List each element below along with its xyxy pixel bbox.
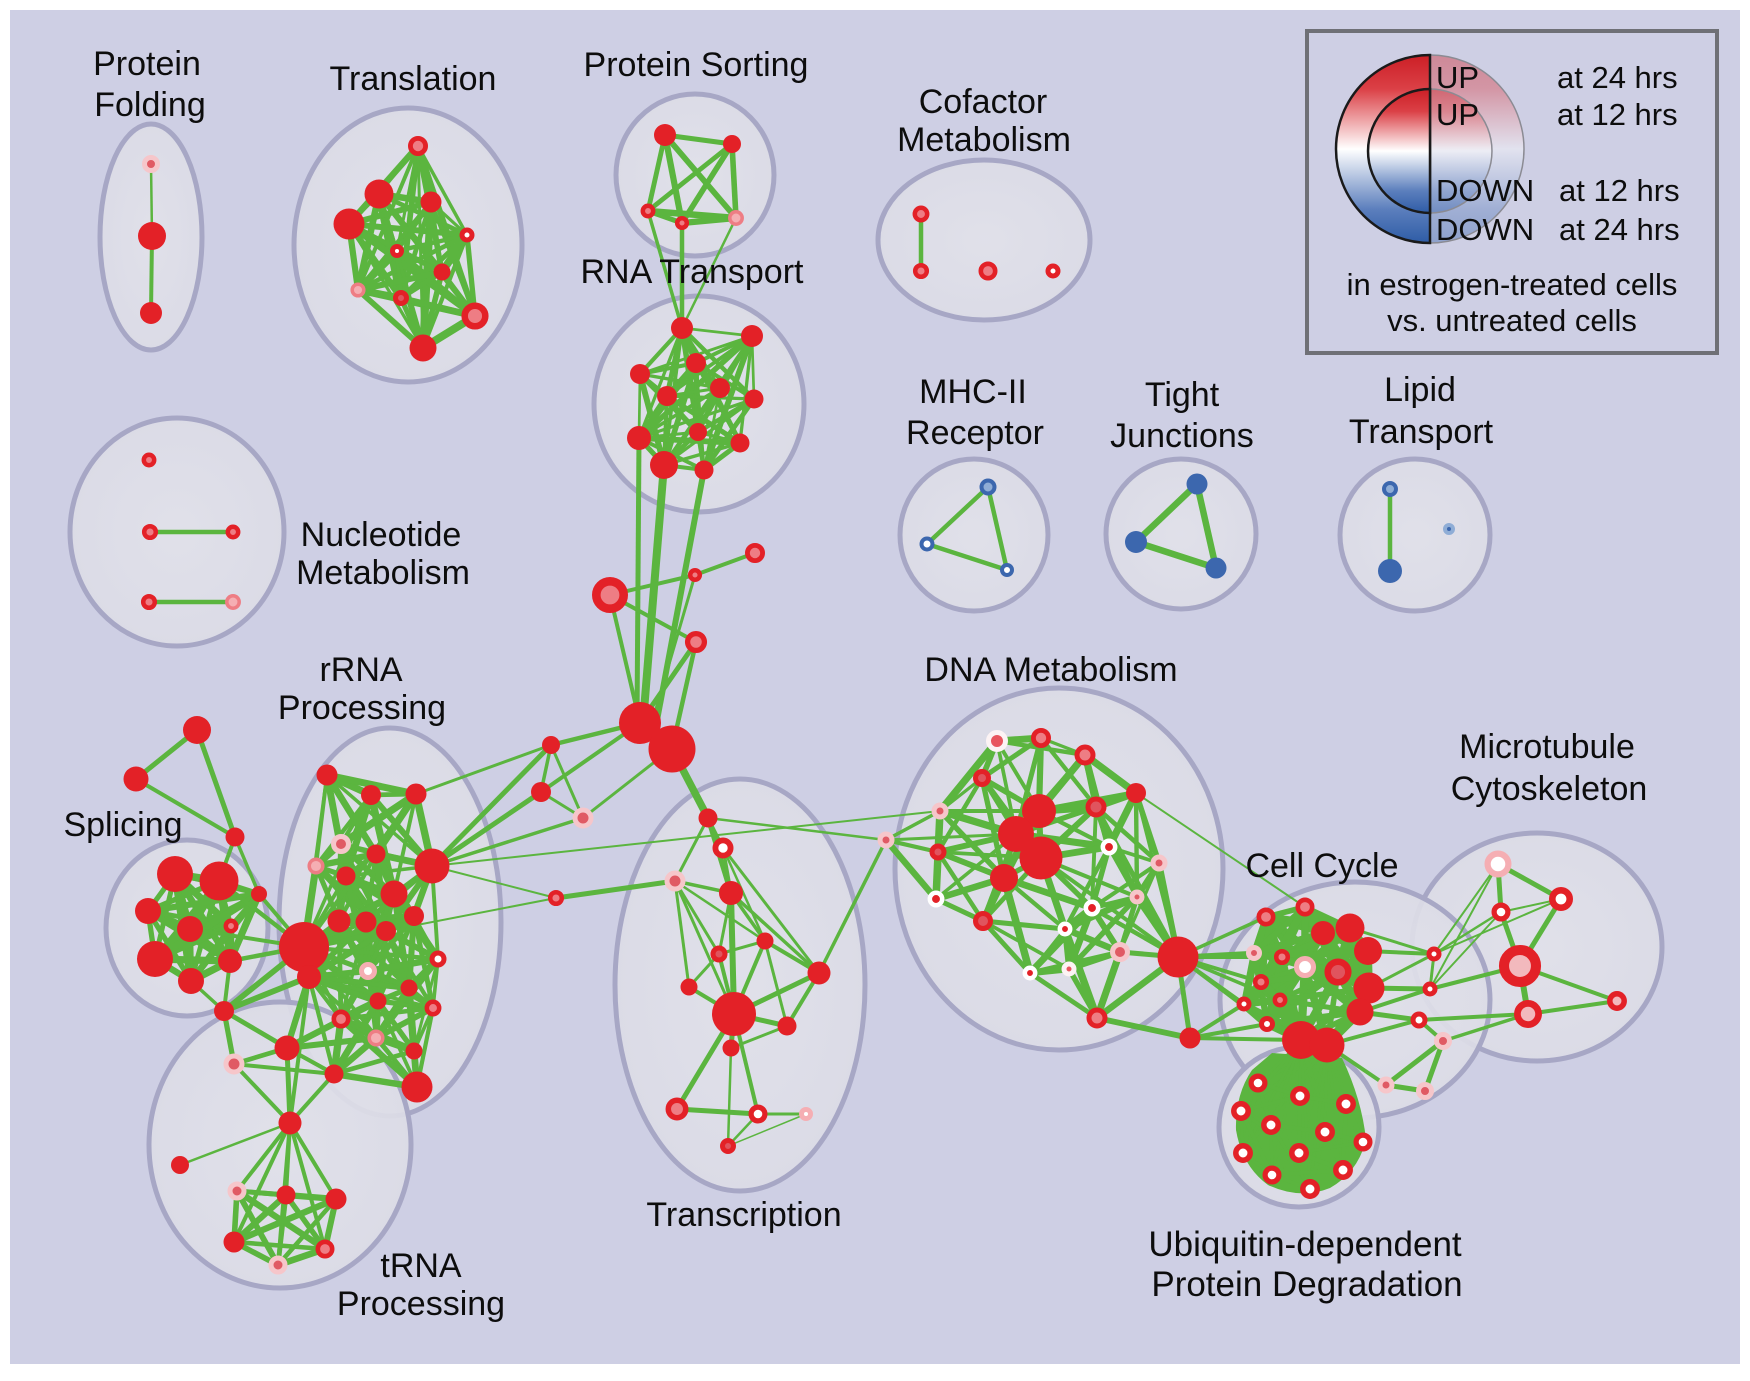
svg-text:vs. untreated cells: vs. untreated cells bbox=[1387, 303, 1637, 338]
svg-text:rRNA: rRNA bbox=[319, 651, 402, 689]
svg-text:Transport: Transport bbox=[1349, 413, 1494, 451]
svg-text:Tight: Tight bbox=[1145, 376, 1220, 414]
svg-text:Metabolism: Metabolism bbox=[296, 554, 470, 592]
svg-text:Metabolism: Metabolism bbox=[897, 121, 1071, 159]
svg-text:Folding: Folding bbox=[94, 86, 206, 124]
svg-text:Processing: Processing bbox=[337, 1285, 505, 1323]
svg-text:Lipid: Lipid bbox=[1384, 371, 1456, 409]
svg-text:Protein Degradation: Protein Degradation bbox=[1151, 1265, 1462, 1304]
svg-text:Cytoskeleton: Cytoskeleton bbox=[1451, 770, 1648, 808]
svg-text:Protein: Protein bbox=[93, 45, 201, 83]
svg-text:Microtubule: Microtubule bbox=[1459, 728, 1635, 766]
svg-text:Nucleotide: Nucleotide bbox=[301, 516, 462, 554]
svg-text:at 12 hrs: at 12 hrs bbox=[1557, 97, 1678, 132]
svg-text:Processing: Processing bbox=[278, 689, 446, 727]
svg-text:at 24 hrs: at 24 hrs bbox=[1559, 212, 1680, 247]
svg-text:DOWN: DOWN bbox=[1436, 212, 1534, 247]
svg-text:DOWN: DOWN bbox=[1436, 173, 1534, 208]
svg-text:Transcription: Transcription bbox=[646, 1196, 841, 1234]
svg-text:in estrogen-treated cells: in estrogen-treated cells bbox=[1347, 267, 1678, 302]
svg-text:Splicing: Splicing bbox=[63, 806, 182, 844]
svg-text:Translation: Translation bbox=[330, 60, 497, 98]
svg-text:Receptor: Receptor bbox=[906, 414, 1044, 452]
svg-text:at 12 hrs: at 12 hrs bbox=[1559, 173, 1680, 208]
svg-text:Ubiquitin-dependent: Ubiquitin-dependent bbox=[1148, 1225, 1462, 1264]
svg-text:Junctions: Junctions bbox=[1110, 417, 1254, 455]
svg-text:Cell Cycle: Cell Cycle bbox=[1245, 847, 1398, 885]
svg-text:UP: UP bbox=[1436, 97, 1479, 132]
svg-text:Protein Sorting: Protein Sorting bbox=[584, 46, 809, 84]
svg-text:MHC-II: MHC-II bbox=[919, 373, 1027, 411]
svg-text:Cofactor: Cofactor bbox=[919, 83, 1048, 121]
svg-text:UP: UP bbox=[1436, 60, 1479, 95]
svg-text:DNA Metabolism: DNA Metabolism bbox=[924, 651, 1177, 689]
svg-text:at 24 hrs: at 24 hrs bbox=[1557, 60, 1678, 95]
svg-text:tRNA: tRNA bbox=[380, 1247, 462, 1285]
svg-text:RNA Transport: RNA Transport bbox=[581, 253, 805, 291]
